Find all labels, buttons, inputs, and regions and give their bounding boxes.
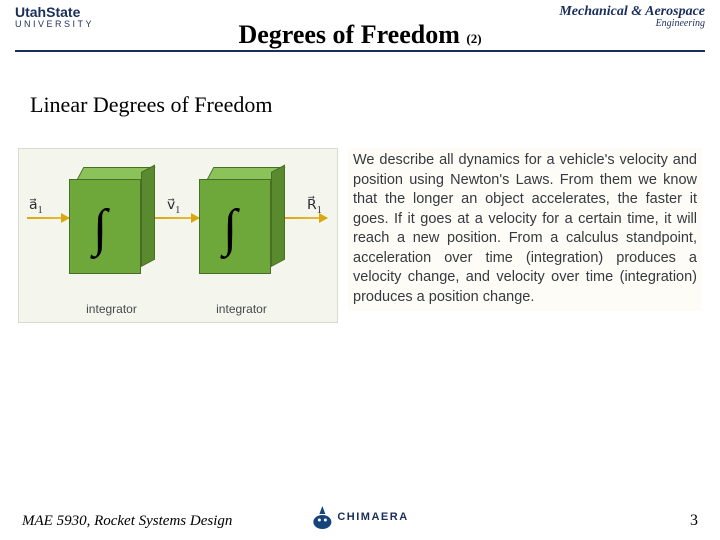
section-subtitle: Linear Degrees of Freedom xyxy=(30,92,720,118)
integrator-box-2: ∫ integrator xyxy=(199,167,284,277)
box1-side-face xyxy=(141,165,155,267)
usu-logo: UtahState UNIVERSITY xyxy=(15,5,94,29)
box2-side-face xyxy=(271,165,285,267)
chimaera-icon xyxy=(311,504,333,530)
slide-footer: MAE 5930, Rocket Systems Design CHIMAERA… xyxy=(0,512,720,530)
chimaera-text: CHIMAERA xyxy=(337,511,408,523)
integral-symbol-1: ∫ xyxy=(93,199,107,258)
label-position: R⃗1 xyxy=(307,197,322,216)
dept-logo-line2: Engineering xyxy=(559,19,705,29)
integral-symbol-2: ∫ xyxy=(223,199,237,258)
arrow-position xyxy=(285,217,327,219)
dept-logo-line1: Mechanical & Aerospace xyxy=(559,5,705,19)
dept-logo: Mechanical & Aerospace Engineering xyxy=(559,5,705,29)
integrator-box-1: ∫ integrator xyxy=(69,167,154,277)
footer-course: MAE 5930, Rocket Systems Design xyxy=(22,513,232,530)
content-row: a⃗1 ∫ integrator v⃗1 ∫ integrator xyxy=(18,148,702,323)
title-sub: (2) xyxy=(466,31,481,46)
title-main: Degrees of Freedom xyxy=(238,20,459,49)
arrow-accel xyxy=(27,217,69,219)
integrator-diagram: a⃗1 ∫ integrator v⃗1 ∫ integrator xyxy=(18,148,338,323)
integrator-label-2: integrator xyxy=(199,302,284,316)
usu-logo-university: UNIVERSITY xyxy=(15,20,94,29)
label-velocity: v⃗1 xyxy=(167,197,180,216)
arrow-velocity xyxy=(155,217,199,219)
slide-title: Degrees of Freedom (2) xyxy=(230,20,489,50)
page-number: 3 xyxy=(690,512,698,530)
body-paragraph: We describe all dynamics for a vehicle's… xyxy=(348,148,702,311)
footer-logo: CHIMAERA xyxy=(311,504,408,530)
label-accel: a⃗1 xyxy=(29,197,43,216)
usu-logo-name: UtahState xyxy=(15,5,94,19)
header-rule xyxy=(15,50,705,52)
usu-logo-state: State xyxy=(46,4,80,20)
usu-logo-utah: Utah xyxy=(15,4,46,20)
integrator-label-1: integrator xyxy=(69,302,154,316)
